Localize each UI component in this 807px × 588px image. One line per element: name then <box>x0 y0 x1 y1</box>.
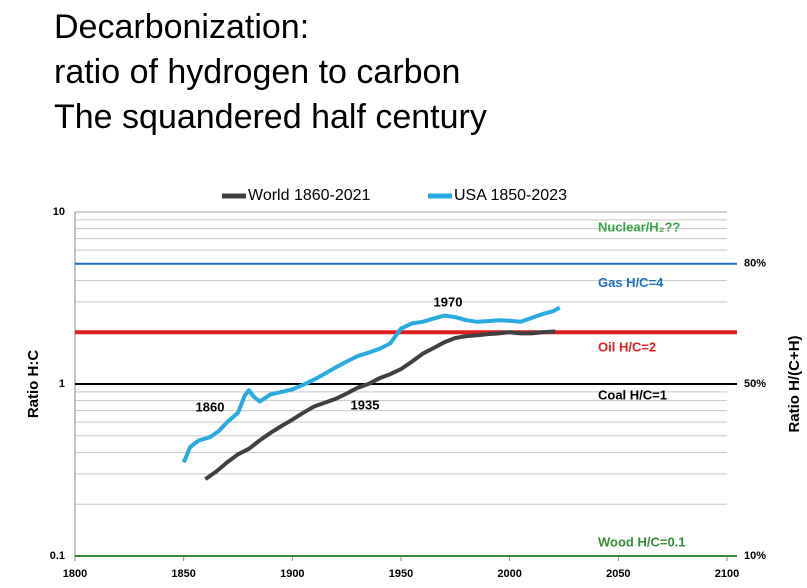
annotation: 1860 <box>196 399 225 414</box>
y-tick-label: 10 <box>53 206 65 218</box>
x-tick-label: 2000 <box>497 568 521 580</box>
x-tick-label: 2050 <box>606 568 630 580</box>
legend-label: USA 1850-2023 <box>454 187 567 204</box>
title-line: ratio of hydrogen to carbon <box>54 53 460 91</box>
reference-label: Oil H/C=2 <box>598 340 656 355</box>
y-axis-label: Ratio H:C <box>25 350 42 418</box>
y2-tick-label: 10% <box>744 550 766 562</box>
x-tick-label: 1900 <box>280 568 304 580</box>
y2-axis-label: Ratio H/(C+H) <box>786 335 803 432</box>
series-line <box>181 305 561 464</box>
y-tick-label: 0.1 <box>50 550 65 562</box>
x-tick-label: 1950 <box>389 568 413 580</box>
annotation: 1970 <box>434 294 463 309</box>
top-label: Nuclear/H₂?? <box>598 219 680 234</box>
x-tick-label: 1850 <box>171 568 195 580</box>
title-line: The squandered half century <box>54 98 487 136</box>
x-tick-label: 1800 <box>63 568 87 580</box>
x-tick-label: 2100 <box>715 568 739 580</box>
reference-label: Coal H/C=1 <box>598 387 667 402</box>
y2-tick-label: 80% <box>744 258 766 270</box>
annotation: 1935 <box>351 397 380 412</box>
legend-label: World 1860-2021 <box>248 187 371 204</box>
reference-label: Wood H/C=0.1 <box>598 534 686 549</box>
title-line: Decarbonization: <box>54 8 309 46</box>
reference-label: Gas H/C=4 <box>598 275 664 290</box>
y2-tick-label: 50% <box>744 378 766 390</box>
y-tick-label: 1 <box>59 378 65 390</box>
series-line <box>204 329 556 481</box>
